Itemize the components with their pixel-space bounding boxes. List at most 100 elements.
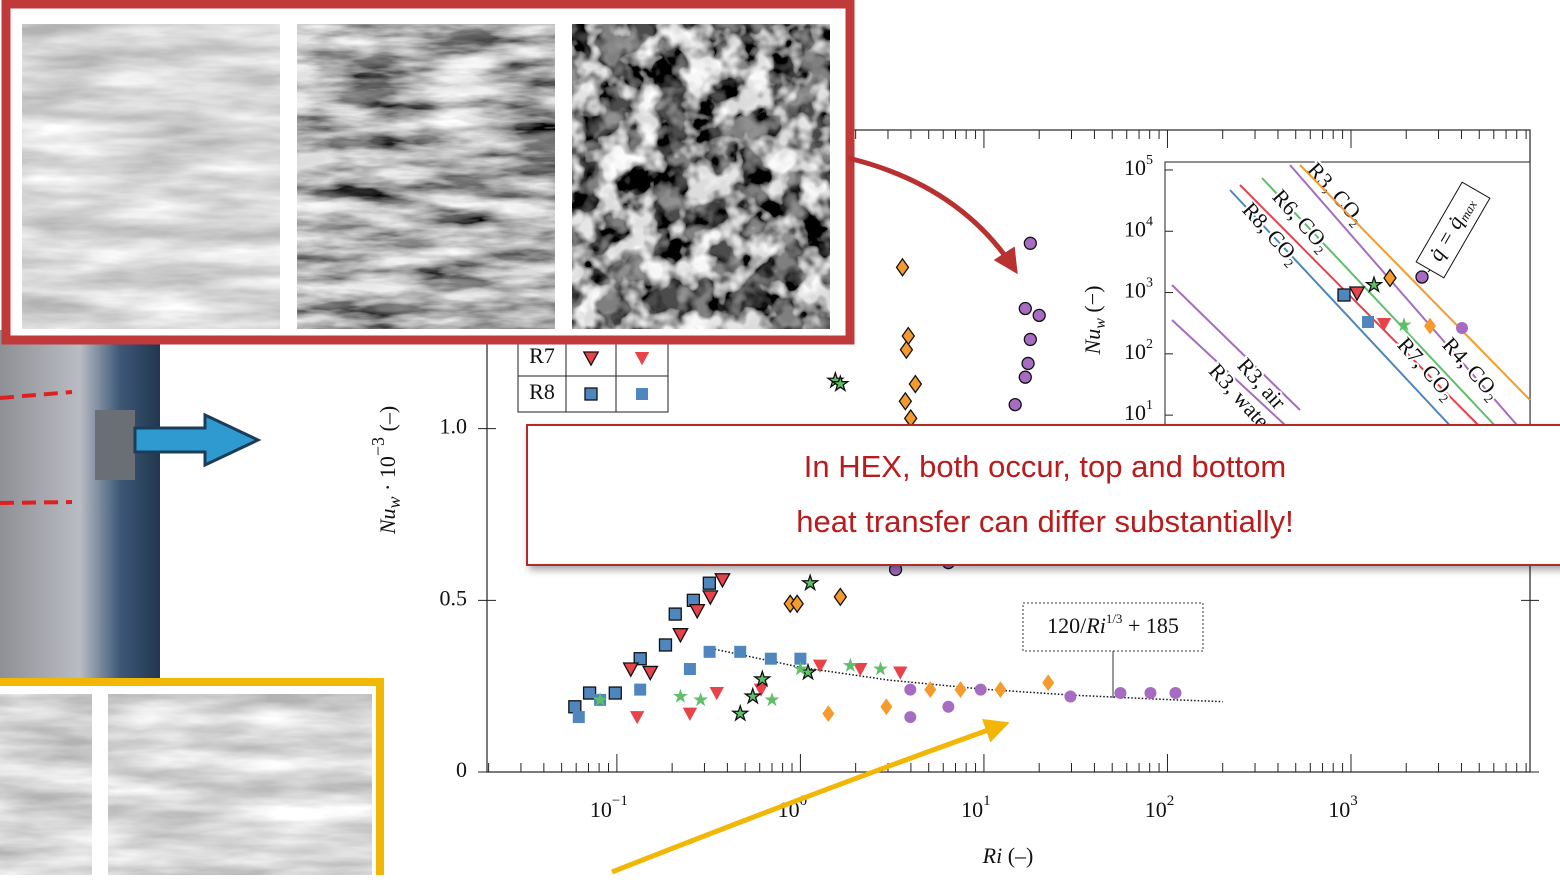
marker-triangle (643, 666, 657, 679)
marker-triangle (853, 663, 867, 676)
bottom-photos (0, 682, 380, 875)
marker-circle (1009, 399, 1021, 411)
marker-diamond (1042, 674, 1054, 691)
marker-diamond (899, 393, 911, 410)
marker-circle (975, 684, 987, 696)
marker-diamond (834, 589, 846, 606)
callout-line: In HEX, both occur, top and bottom (804, 449, 1287, 484)
marker-diamond (880, 698, 892, 715)
marker-square (585, 388, 597, 400)
marker-triangle (703, 591, 717, 604)
inset: 105104103102101Nuw (−)R3, CO₂R6, CO₂R8, … (1080, 153, 1530, 447)
x-tick-label: 102 (1145, 793, 1175, 822)
marker-square (636, 388, 648, 400)
x-tick-exp: −1 (612, 793, 628, 809)
inset-tick-exp: 3 (1146, 276, 1153, 291)
marker-square (704, 646, 716, 658)
y-label-sub: w (384, 496, 404, 508)
red-arrow (848, 158, 1015, 270)
x-tick-base: 10 (590, 797, 612, 822)
marker-diamond (791, 595, 803, 612)
marker-circle (1024, 333, 1036, 345)
callout-line: heat transfer can differ substantially! (796, 504, 1293, 539)
marker-circle (942, 701, 954, 713)
yellow-arrow (612, 724, 1005, 872)
fit-var: Ri (1085, 613, 1106, 638)
y-label-mid: · 10 (375, 456, 400, 496)
marker-triangle (893, 666, 907, 679)
top-photos (6, 4, 850, 340)
marker-diamond (954, 681, 966, 698)
inset-y-tick-label: 101 (1124, 398, 1153, 425)
marker-square (659, 639, 671, 651)
marker-square (734, 646, 746, 658)
marker-circle (1416, 271, 1428, 283)
marker-square (573, 711, 585, 723)
fit-exp: 1/3 (1106, 611, 1123, 626)
y-tick-label: 1.0 (440, 414, 468, 439)
marker-square (669, 608, 681, 620)
marker-circle (1019, 371, 1031, 383)
legend-label: R7 (529, 343, 555, 368)
marker-star (693, 692, 708, 706)
marker-square (634, 684, 646, 696)
y-label-unit: (–) (375, 406, 400, 437)
fit-prefix: 120/ (1047, 613, 1087, 638)
marker-triangle (673, 629, 687, 642)
inset-tick-base: 10 (1124, 216, 1146, 241)
x-tick-base: 10 (1328, 797, 1350, 822)
marker-circle (1033, 309, 1045, 321)
marker-star (755, 672, 770, 686)
marker-triangle (630, 711, 644, 724)
y-tick-label: 0 (456, 757, 467, 782)
inset-y-label: Nuw (−) (1080, 286, 1109, 356)
x-tick-base: 10 (961, 797, 983, 822)
marker-circle (904, 711, 916, 723)
inset-y-tick-label: 102 (1124, 337, 1153, 364)
marker-circle (904, 684, 916, 696)
marker-diamond (994, 681, 1006, 698)
marker-square (569, 701, 581, 713)
inset-y-tick-label: 103 (1124, 276, 1153, 303)
marker-diamond (909, 376, 921, 393)
x-tick-base: 10 (1145, 797, 1167, 822)
marker-triangle (715, 574, 729, 587)
rig-photo (0, 330, 258, 690)
marker-triangle (710, 687, 724, 700)
marker-diamond (897, 259, 909, 276)
inset-label-sub: w (1092, 318, 1109, 329)
marker-diamond (900, 341, 912, 358)
marker-square (609, 687, 621, 699)
legend: R7R8 (518, 340, 668, 412)
legend-label: R8 (529, 379, 555, 404)
inset-tick-base: 10 (1124, 278, 1146, 303)
marker-triangle (683, 708, 697, 721)
x-tick-label: 10−1 (590, 793, 628, 822)
inset-y-tick-label: 104 (1124, 214, 1153, 241)
inset-tick-base: 10 (1124, 155, 1146, 180)
marker-circle (1019, 303, 1031, 315)
inset-label-var: Nu (1080, 329, 1105, 356)
inset-tick-exp: 2 (1146, 337, 1153, 352)
marker-circle (1022, 357, 1034, 369)
marker-circle (1114, 687, 1126, 699)
y-tick-label: 0.5 (440, 585, 468, 610)
marker-triangle (690, 605, 704, 618)
marker-circle (1024, 237, 1036, 249)
x-tick-exp: 1 (983, 793, 991, 809)
inset-tick-base: 10 (1124, 400, 1146, 425)
x-tick-exp: 2 (1167, 793, 1175, 809)
marker-triangle (624, 663, 638, 676)
marker-circle (1456, 322, 1468, 334)
inset-label-unit: (−) (1080, 286, 1105, 319)
marker-square (584, 687, 596, 699)
y-label-var: Nu (375, 508, 400, 535)
slide: 10−110010110210300.51.0Ri (–)Nuw · 10−3 … (0, 0, 1560, 875)
marker-diamond (822, 705, 834, 722)
fit-suffix: + 185 (1122, 613, 1178, 638)
y-label-exp: −3 (368, 437, 388, 456)
marker-diamond (902, 328, 914, 345)
marker-star (673, 689, 688, 703)
inset-tick-exp: 1 (1146, 398, 1153, 413)
marker-square (765, 653, 777, 665)
